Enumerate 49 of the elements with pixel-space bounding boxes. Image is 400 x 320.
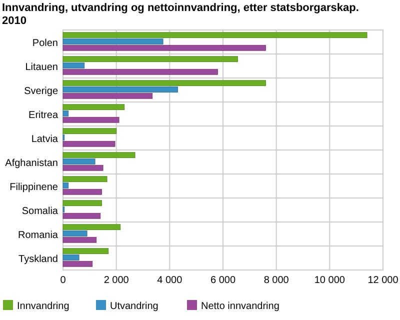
y-tick-label: Latvia: [31, 134, 58, 145]
x-tick-label: 2 000: [104, 275, 130, 286]
y-tick-label: Tyskland: [18, 254, 58, 265]
bar: [62, 254, 80, 260]
bar: [62, 182, 69, 188]
bar: [62, 140, 116, 147]
bar: [62, 212, 101, 219]
bar: [62, 164, 104, 171]
bar: [62, 92, 153, 99]
bar: [62, 86, 178, 92]
y-tick-label: Sverige: [24, 86, 58, 97]
bar: [62, 236, 97, 243]
y-tick-label: Afghanistan: [5, 158, 58, 169]
bar: [62, 110, 69, 116]
bar: [62, 248, 109, 254]
bar: [62, 38, 164, 44]
x-tick-label: 6 000: [210, 275, 236, 286]
bar: [62, 158, 96, 164]
y-tick-label: Eritrea: [28, 110, 58, 121]
bar: [62, 116, 120, 123]
y-tick-label: Polen: [32, 38, 58, 49]
bar: [62, 56, 238, 62]
bar: [62, 260, 93, 267]
x-tick-label: 12 000: [368, 275, 399, 286]
bar: [62, 152, 136, 158]
legend-label: Innvandring: [17, 301, 70, 312]
bar: [62, 68, 218, 75]
y-tick-label: Somalia: [22, 206, 58, 217]
bar: [62, 44, 266, 51]
bar: [62, 62, 85, 68]
bar: [62, 200, 102, 206]
bar: [62, 104, 125, 110]
bar: [62, 80, 266, 86]
legend-label: Netto innvandring: [201, 301, 280, 312]
bar: [62, 176, 108, 182]
y-tick-label: Litauen: [25, 62, 58, 73]
bar: [62, 230, 88, 236]
x-tick-label: 4 000: [157, 275, 183, 286]
y-tick-label: Romania: [18, 230, 58, 241]
x-tick-label: 10 000: [314, 275, 346, 286]
bar: [62, 224, 121, 230]
legend-label: Utvandring: [110, 301, 158, 312]
x-tick-label: 8 000: [264, 275, 290, 286]
x-tick-label: 0: [60, 275, 66, 286]
bar: [62, 32, 368, 38]
bar: [62, 128, 117, 134]
y-tick-label: Filippinene: [10, 182, 58, 193]
bar: [62, 188, 102, 195]
chart-title: Innvandring, utvandring og nettoinnvandring, etter statsborgarskap. 2010: [2, 2, 359, 27]
